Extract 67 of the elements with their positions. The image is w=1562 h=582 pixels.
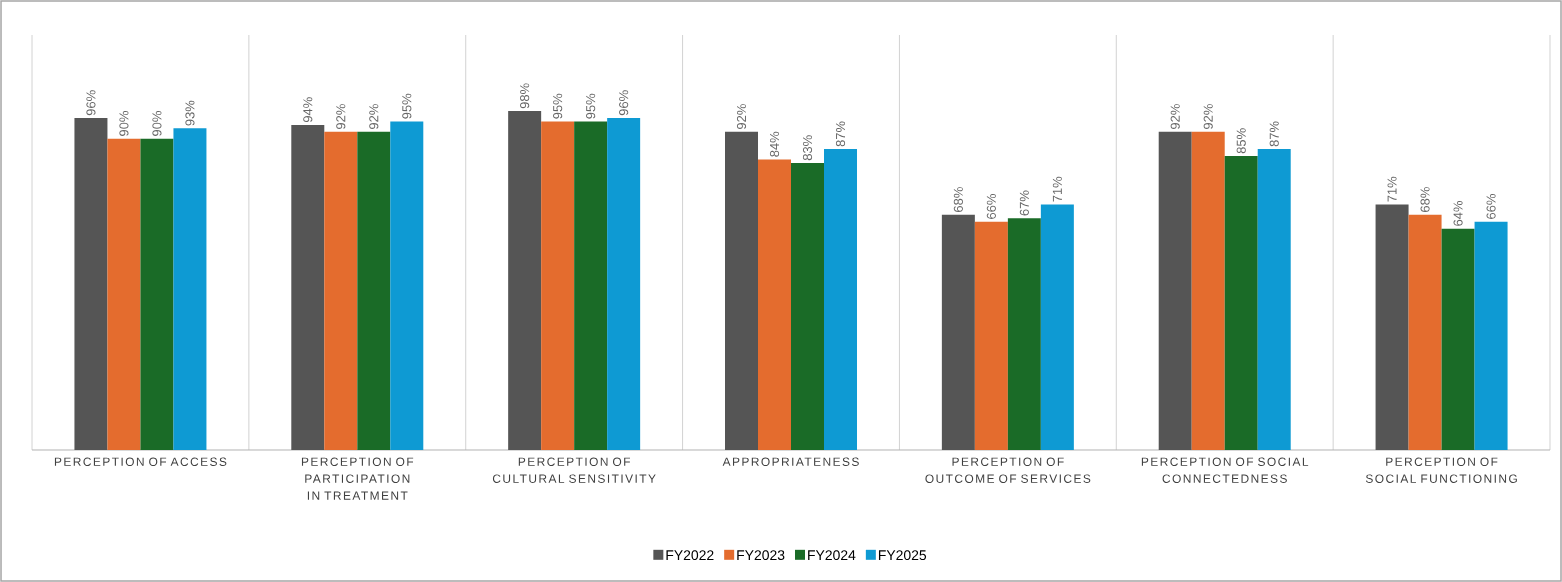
data-label: 96% xyxy=(86,90,96,116)
bar xyxy=(74,117,108,450)
bar xyxy=(1007,218,1041,450)
data-label: 95% xyxy=(586,93,596,119)
data-label: 92% xyxy=(1203,104,1213,130)
data-label: 71% xyxy=(1052,176,1062,202)
data-label: 66% xyxy=(986,194,996,219)
bar xyxy=(324,131,358,450)
bar xyxy=(1257,149,1291,450)
x-tick-label: PERCEPTION OF PARTICIPATION IN TREATMENT xyxy=(301,457,414,500)
bar xyxy=(725,131,759,450)
bar xyxy=(974,221,1008,450)
bar xyxy=(107,138,141,450)
data-label: 92% xyxy=(1170,104,1180,130)
data-label: 96% xyxy=(619,90,629,116)
bar xyxy=(541,121,575,450)
x-tick-label: PERCEPTION OF SOCIAL CONNECTEDNESS xyxy=(1141,457,1309,483)
bar xyxy=(291,124,325,450)
bar xyxy=(390,121,424,450)
legend-label: FY2024 xyxy=(808,550,856,561)
data-label: 83% xyxy=(802,135,813,161)
data-label: 92% xyxy=(369,104,379,130)
data-label: 84% xyxy=(769,131,780,157)
bar xyxy=(1224,156,1258,450)
x-tick-label: PERCEPTION OF SOCIAL FUNCTIONING xyxy=(1365,457,1517,483)
data-label: 87% xyxy=(1269,121,1279,147)
data-label: 67% xyxy=(1019,190,1029,216)
bar xyxy=(140,138,174,450)
legend-label: FY2025 xyxy=(878,550,927,561)
bar xyxy=(1441,228,1475,450)
data-label: 93% xyxy=(185,100,195,126)
bar xyxy=(357,131,391,450)
data-label: 85% xyxy=(1236,128,1246,154)
data-label: 98% xyxy=(520,83,530,109)
x-tick-label: APPROPRIATENESS xyxy=(722,457,859,466)
data-label: 66% xyxy=(1486,194,1496,219)
data-label: 95% xyxy=(402,93,412,119)
x-tick-label: PERCEPTION OF CULTURAL SENSITIVITY xyxy=(492,457,656,483)
bar xyxy=(607,117,641,450)
bar xyxy=(758,159,792,450)
data-label: 90% xyxy=(152,111,162,136)
data-label: 68% xyxy=(1420,187,1430,212)
data-label: 64% xyxy=(1453,200,1463,226)
bar xyxy=(1474,221,1508,450)
x-tick-label: PERCEPTION OF OUTCOME OF SERVICES xyxy=(925,457,1091,483)
bar xyxy=(1408,214,1442,450)
legend-label: FY2022 xyxy=(666,550,714,561)
data-label: 90% xyxy=(119,111,129,136)
bar xyxy=(941,214,975,450)
bar xyxy=(1040,204,1074,450)
x-tick-label: PERCEPTION OF ACCESS xyxy=(54,457,227,466)
data-label: 95% xyxy=(553,93,563,119)
legend-label: FY2023 xyxy=(737,550,785,561)
bar xyxy=(791,162,825,450)
data-label: 94% xyxy=(303,97,313,123)
data-label: 92% xyxy=(336,104,346,130)
data-label: 71% xyxy=(1387,176,1397,202)
bar xyxy=(574,121,608,450)
bar xyxy=(173,128,207,450)
bar xyxy=(824,149,858,450)
data-label: 87% xyxy=(835,121,846,147)
data-label: 92% xyxy=(736,104,747,130)
bar xyxy=(1158,131,1192,450)
bar xyxy=(1191,131,1225,450)
bar xyxy=(1375,204,1409,450)
data-label: 68% xyxy=(953,187,963,212)
bar xyxy=(508,111,542,450)
